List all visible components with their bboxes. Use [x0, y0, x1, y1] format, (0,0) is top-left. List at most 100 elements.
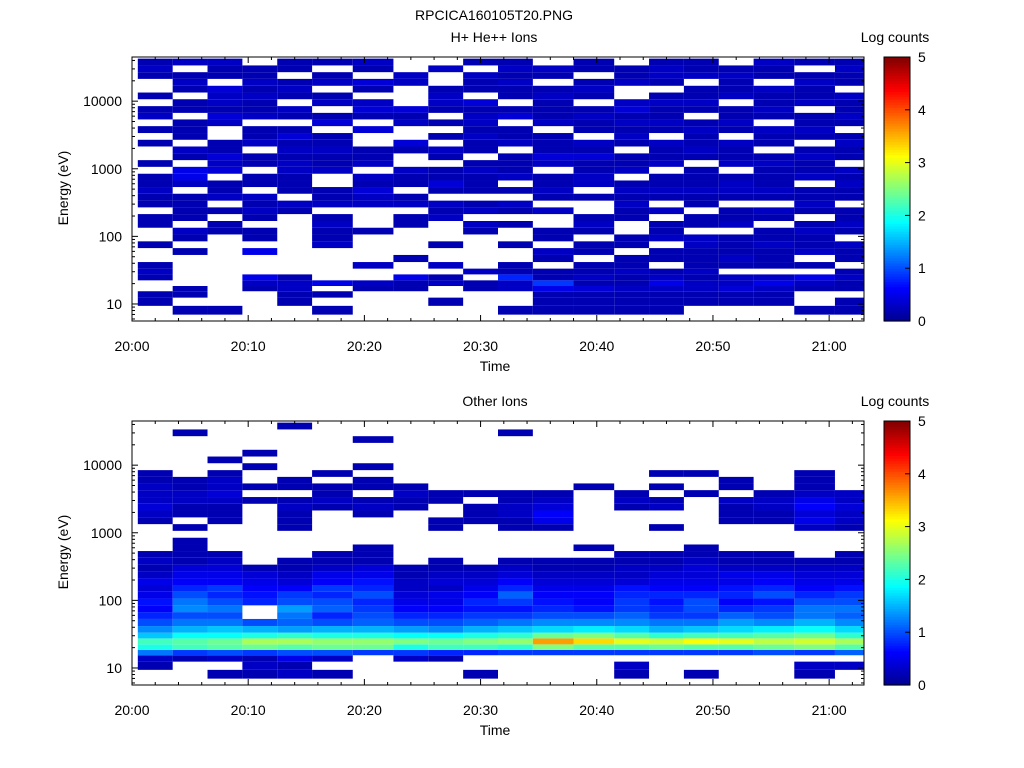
- heatmap-cell: [277, 187, 313, 194]
- colorbar-band: [884, 117, 910, 121]
- heatmap-cell: [463, 632, 498, 639]
- heatmap-cell: [649, 119, 684, 127]
- colorbar-band: [884, 109, 910, 114]
- heatmap-cell: [207, 650, 243, 656]
- heatmap-cell: [137, 220, 173, 228]
- heatmap-cell: [277, 638, 313, 645]
- heatmap-cell: [428, 297, 464, 306]
- colorbar-band: [884, 484, 910, 488]
- heatmap-cell: [794, 126, 835, 134]
- heatmap-cell: [172, 626, 208, 633]
- heatmap-cell: [614, 297, 650, 306]
- heatmap-cell: [614, 241, 650, 249]
- colorbar-band: [884, 508, 910, 512]
- heatmap-cell: [834, 517, 864, 525]
- colorbar-band: [884, 428, 910, 433]
- heatmap-cell: [718, 241, 754, 249]
- heatmap-cell: [172, 119, 208, 127]
- heatmap-cell: [794, 133, 835, 140]
- colorbar-band: [884, 191, 910, 195]
- heatmap-cell: [137, 598, 173, 606]
- heatmap-cell: [683, 193, 719, 201]
- heatmap-cell: [834, 146, 864, 154]
- heatmap-cell: [312, 598, 353, 606]
- heatmap-cell: [573, 126, 615, 134]
- heatmap-cell: [393, 173, 429, 181]
- colorbar-band: [884, 677, 910, 681]
- colorbar-band: [884, 67, 910, 71]
- heatmap-cell: [532, 227, 574, 235]
- heatmap-cell: [352, 78, 394, 86]
- heatmap-cell: [352, 591, 394, 599]
- heatmap-cell: [352, 227, 394, 235]
- heatmap-cell: [753, 626, 795, 633]
- heatmap-cell: [683, 262, 719, 269]
- colorbar-band: [884, 123, 910, 127]
- heatmap-cell: [312, 605, 353, 613]
- heatmap-cell: [753, 584, 795, 592]
- heatmap-cell: [573, 286, 615, 292]
- y-tick-label: 10000: [83, 93, 122, 109]
- heatmap-cell: [794, 510, 835, 518]
- colorbar-band: [884, 626, 910, 631]
- heatmap-cell: [312, 58, 353, 66]
- heatmap-cell: [614, 133, 650, 140]
- heatmap-cell: [137, 214, 173, 221]
- heatmap-cell: [834, 571, 864, 579]
- heatmap-cell: [498, 510, 533, 518]
- colorbar-band: [884, 78, 910, 82]
- heatmap-cell: [683, 626, 719, 633]
- heatmap-cell: [718, 126, 754, 134]
- heatmap-cell: [207, 166, 243, 174]
- heatmap-cell: [573, 220, 615, 228]
- heatmap-cell: [172, 58, 208, 66]
- colorbar-band: [884, 72, 910, 77]
- colorbar-band: [884, 542, 910, 546]
- y-tick-label: 1000: [91, 525, 122, 541]
- heatmap-cell: [352, 65, 394, 73]
- heatmap-cell: [573, 578, 615, 585]
- heatmap-cell: [794, 605, 835, 613]
- heatmap-cell: [649, 187, 684, 194]
- heatmap-cell: [573, 280, 615, 287]
- heatmap-cell: [172, 207, 208, 215]
- heatmap-cell: [718, 557, 754, 565]
- heatmap-cell: [242, 173, 278, 181]
- colorbar-band: [884, 510, 910, 514]
- heatmap-cell: [498, 650, 533, 656]
- y-axis-label: Energy (eV): [55, 151, 71, 226]
- heatmap-cell: [753, 126, 795, 134]
- colorbar-band: [884, 563, 910, 567]
- heatmap-cell: [393, 490, 429, 498]
- heatmap-cell: [277, 497, 313, 504]
- heatmap-cell: [683, 669, 719, 679]
- heatmap-cell: [649, 146, 684, 154]
- heatmap-cell: [352, 650, 394, 656]
- heatmap-cell: [463, 180, 498, 188]
- heatmap-cell: [172, 227, 208, 235]
- heatmap-cell: [172, 497, 208, 504]
- colorbar-band: [884, 130, 910, 135]
- heatmap-cell: [172, 72, 208, 79]
- heatmap-cell: [312, 669, 353, 679]
- heatmap-cell: [718, 234, 754, 242]
- heatmap-cell: [532, 153, 574, 161]
- colorbar-band: [884, 476, 910, 480]
- x-tick-label: 20:40: [579, 702, 614, 718]
- heatmap-cell: [753, 503, 795, 511]
- heatmap-cell: [242, 106, 278, 113]
- heatmap-cell: [352, 626, 394, 633]
- heatmap-cell: [463, 564, 498, 572]
- heatmap-cell: [312, 591, 353, 599]
- heatmap-cell: [532, 180, 574, 188]
- heatmap-cell: [532, 626, 574, 633]
- heatmap-cell: [352, 436, 394, 443]
- heatmap-cell: [794, 669, 835, 679]
- heatmap-cell: [498, 220, 533, 228]
- heatmap-cell: [428, 85, 464, 93]
- colorbar-tick-label: 5: [918, 413, 926, 429]
- heatmap-cell: [718, 119, 754, 127]
- heatmap-cell: [794, 557, 835, 565]
- colorbar-band: [884, 605, 910, 610]
